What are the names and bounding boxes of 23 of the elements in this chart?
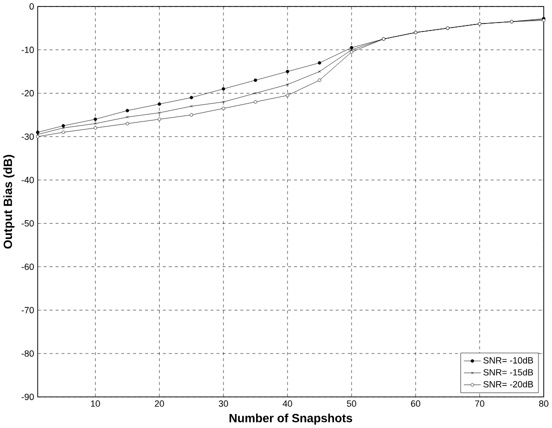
x-tick-label: 60 xyxy=(411,400,420,407)
x-tick-label: 80 xyxy=(539,400,548,407)
y-tick-label: -20 xyxy=(22,90,34,96)
x-tick-label: 20 xyxy=(154,400,164,407)
x-tick-label: 50 xyxy=(346,400,356,407)
y-tick-label: 0 xyxy=(30,3,34,10)
x-axis-title: Number of Snapshots xyxy=(230,414,352,425)
y-tick-label: -50 xyxy=(22,220,34,227)
x-tick-label: 30 xyxy=(218,400,228,407)
y-tick-label: -80 xyxy=(22,350,34,357)
y-tick-label: -10 xyxy=(22,46,34,54)
x-tick-label: 40 xyxy=(282,400,292,407)
y-tick-label: -40 xyxy=(22,176,34,184)
x-tick-label: 70 xyxy=(475,400,484,407)
y-tick-label: -70 xyxy=(22,306,34,314)
legend-label: SNR= -20dB xyxy=(483,380,534,388)
y-tick-label: -60 xyxy=(22,264,34,270)
x-tick-label: 10 xyxy=(91,400,100,407)
y-axis-title: Output Bias (dB) xyxy=(3,154,14,249)
y-tick-label: -90 xyxy=(22,394,34,400)
legend-label: SNR= -10dB xyxy=(483,356,534,364)
legend-label: SNR= -15dB xyxy=(483,368,534,376)
y-tick-label: -30 xyxy=(22,133,34,140)
